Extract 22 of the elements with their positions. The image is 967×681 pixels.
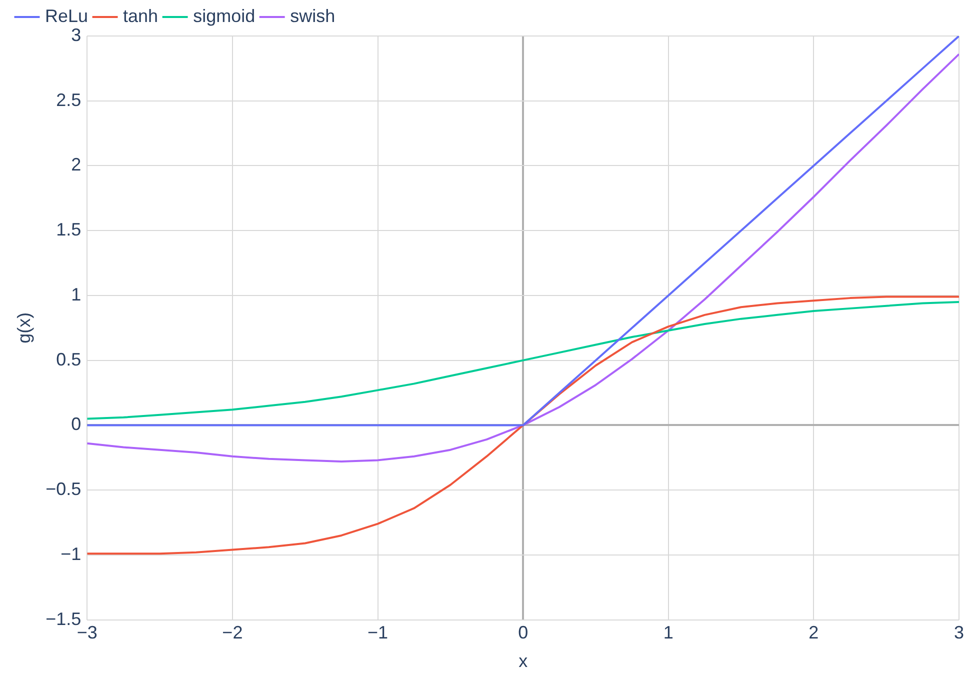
y-tick-label: 3 [71, 24, 82, 45]
x-tick-label: 3 [954, 622, 964, 643]
legend-label: sigmoid [193, 6, 256, 26]
y-tick-label: 2 [71, 154, 82, 175]
y-tick-label: 1.5 [56, 220, 82, 240]
y-tick-label: −1.5 [46, 608, 82, 629]
y-tick-label: 0.5 [56, 349, 82, 370]
x-tick-label: 0 [518, 622, 528, 643]
y-axis-title: g(x) [14, 312, 34, 344]
y-tick-label: 0 [71, 414, 82, 434]
x-tick-label: −1 [367, 622, 388, 643]
y-tick-label: −1 [60, 544, 82, 564]
y-tick-label: −0.5 [46, 479, 82, 500]
legend-label: ReLu [45, 6, 88, 26]
x-tick-label: 2 [808, 622, 819, 643]
y-tick-label: 1 [71, 284, 82, 304]
x-tick-label: 1 [663, 622, 674, 643]
legend-label: tanh [123, 6, 158, 26]
legend-label: swish [290, 6, 336, 26]
x-tick-label: −2 [222, 622, 243, 643]
x-axis-title: x [518, 651, 528, 672]
y-tick-label: 2.5 [56, 90, 82, 110]
